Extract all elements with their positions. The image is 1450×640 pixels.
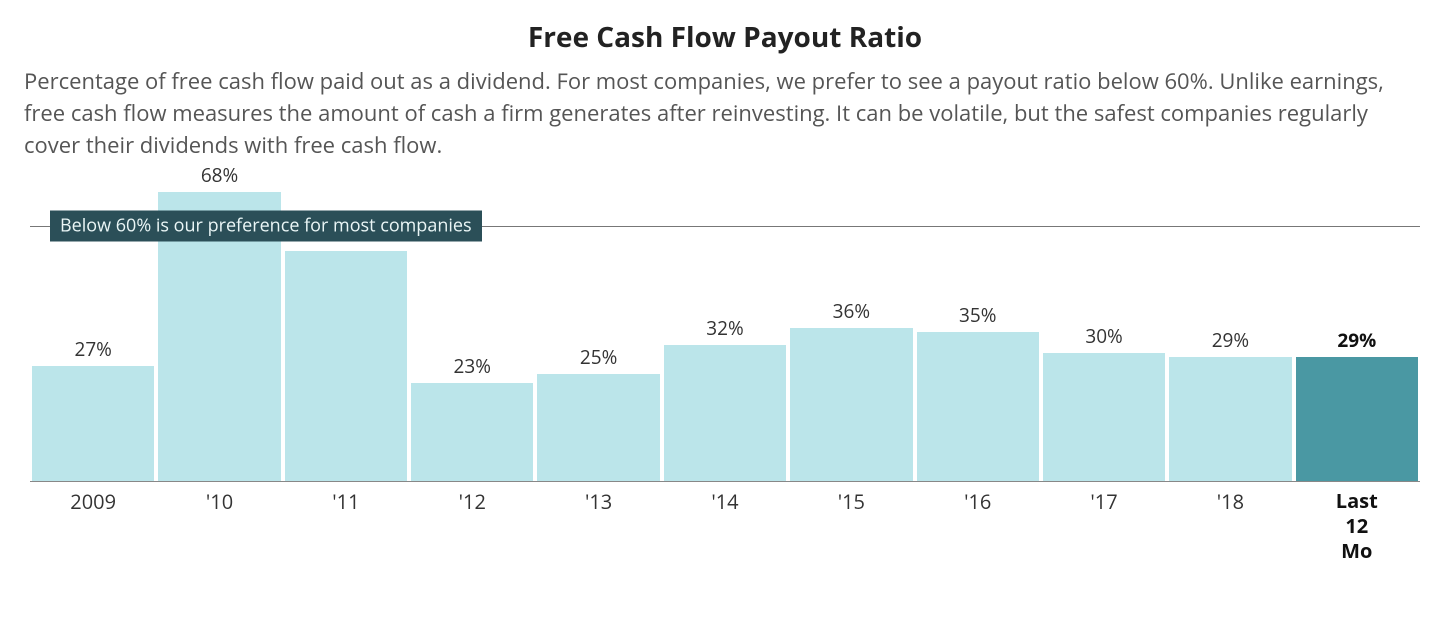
bar xyxy=(285,251,407,481)
x-axis-label: '17 xyxy=(1041,488,1167,563)
bar-column: 30% xyxy=(1041,323,1167,481)
bar-column: 29% xyxy=(1167,327,1293,480)
bar-value-label: 36% xyxy=(790,298,912,324)
bar-value-label: 32% xyxy=(664,315,786,341)
bar-value-label: 23% xyxy=(411,353,533,379)
x-axis-label: '16 xyxy=(915,488,1041,563)
bar-column: 68% xyxy=(156,162,282,481)
x-axis-label: '14 xyxy=(662,488,788,563)
bar-chart: Below 60% is our preference for most com… xyxy=(30,192,1420,482)
bar-column: 23% xyxy=(409,353,535,481)
bar xyxy=(158,192,280,481)
bar xyxy=(790,328,912,481)
bar xyxy=(1043,353,1165,481)
x-axis-label: '12 xyxy=(409,488,535,563)
bar-value-label: 68% xyxy=(158,162,280,188)
x-axis-label: '15 xyxy=(788,488,914,563)
bar-column: 35% xyxy=(915,302,1041,481)
bar-value-label: 29% xyxy=(1296,327,1418,353)
bar-column: 27% xyxy=(30,336,156,481)
bar-column: 54% xyxy=(283,221,409,481)
x-axis-label: 2009 xyxy=(30,488,156,563)
bar-column: 25% xyxy=(535,344,661,480)
bar-value-label: 54% xyxy=(285,221,407,247)
bar-value-label: 27% xyxy=(32,336,154,362)
bar-value-label: 25% xyxy=(537,344,659,370)
bar-value-label: 35% xyxy=(917,302,1039,328)
x-axis-label: '10 xyxy=(156,488,282,563)
bar-highlight xyxy=(1296,357,1418,480)
bar xyxy=(32,366,154,481)
chart-container: Below 60% is our preference for most com… xyxy=(24,192,1426,563)
chart-title: Free Cash Flow Payout Ratio xyxy=(24,18,1426,56)
bar xyxy=(917,332,1039,481)
bar-value-label: 30% xyxy=(1043,323,1165,349)
bar-column: 36% xyxy=(788,298,914,481)
chart-card: Free Cash Flow Payout Ratio Percentage o… xyxy=(0,0,1450,573)
bar xyxy=(411,383,533,481)
bar xyxy=(537,374,659,480)
chart-description: Percentage of free cash flow paid out as… xyxy=(24,66,1426,162)
x-axis-label: Last12Mo xyxy=(1294,488,1420,563)
x-axis: 2009'10'11'12'13'14'15'16'17'18Last12Mo xyxy=(30,488,1420,563)
x-axis-label: '18 xyxy=(1167,488,1293,563)
bar-column: 29% xyxy=(1294,327,1420,480)
bar-value-label: 29% xyxy=(1169,327,1291,353)
bar xyxy=(1169,357,1291,480)
bar xyxy=(664,345,786,481)
x-axis-label: '13 xyxy=(535,488,661,563)
x-axis-label: '11 xyxy=(283,488,409,563)
bar-column: 32% xyxy=(662,315,788,481)
